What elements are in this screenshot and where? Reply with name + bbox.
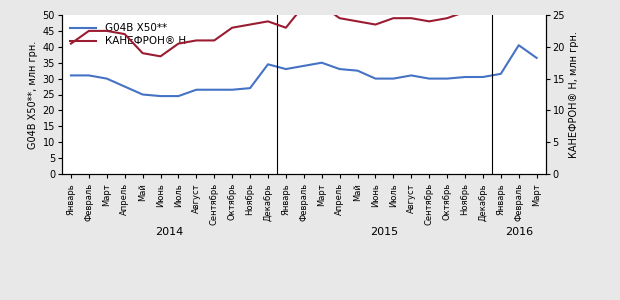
G04B X50** [264,62,272,66]
КАНЕФРОН® Н [461,10,469,14]
G04B X50** [407,74,415,77]
КАНЕФРОН® Н [121,32,128,36]
G04B X50** [246,86,254,90]
G04B X50** [139,93,146,96]
G04B X50** [515,44,523,47]
G04B X50** [372,77,379,80]
КАНЕФРОН® Н [354,20,361,23]
G04B X50** [425,77,433,80]
G04B X50** [443,77,451,80]
G04B X50** [389,77,397,80]
G04B X50** [103,77,110,80]
Y-axis label: КАНЕФРОН® Н, млн грн.: КАНЕФРОН® Н, млн грн. [569,31,579,158]
G04B X50** [85,74,92,77]
G04B X50** [336,67,343,71]
КАНЕФРОН® Н [67,42,74,45]
G04B X50** [318,61,326,64]
G04B X50** [157,94,164,98]
Text: 2014: 2014 [156,227,184,237]
Text: 2016: 2016 [505,227,533,237]
G04B X50** [211,88,218,92]
КАНЕФРОН® Н [497,1,505,4]
Y-axis label: G04B X50**, млн грн.: G04B X50**, млн грн. [29,40,38,148]
КАНЕФРОН® Н [389,16,397,20]
G04B X50** [479,75,487,79]
G04B X50** [497,72,505,76]
КАНЕФРОН® Н [157,55,164,58]
Line: G04B X50**: G04B X50** [71,45,537,96]
КАНЕФРОН® Н [246,23,254,26]
КАНЕФРОН® Н [407,16,415,20]
G04B X50** [175,94,182,98]
КАНЕФРОН® Н [300,4,308,7]
КАНЕФРОН® Н [282,26,290,29]
G04B X50** [67,74,74,77]
G04B X50** [193,88,200,92]
G04B X50** [282,67,290,71]
G04B X50** [354,69,361,72]
G04B X50** [533,56,541,60]
КАНЕФРОН® Н [228,26,236,29]
Line: КАНЕФРОН® Н: КАНЕФРОН® Н [71,0,537,56]
G04B X50** [461,75,469,79]
КАНЕФРОН® Н [443,16,451,20]
G04B X50** [121,85,128,88]
КАНЕФРОН® Н [372,23,379,26]
КАНЕФРОН® Н [425,20,433,23]
КАНЕФРОН® Н [193,39,200,42]
КАНЕФРОН® Н [336,16,343,20]
КАНЕФРОН® Н [318,4,326,7]
G04B X50** [228,88,236,92]
КАНЕФРОН® Н [175,42,182,45]
КАНЕФРОН® Н [103,29,110,33]
КАНЕФРОН® Н [85,29,92,33]
КАНЕФРОН® Н [264,20,272,23]
КАНЕФРОН® Н [211,39,218,42]
Legend: G04B X50**, КАНЕФРОН® Н: G04B X50**, КАНЕФРОН® Н [67,20,189,50]
КАНЕФРОН® Н [139,51,146,55]
G04B X50** [300,64,308,68]
Text: 2015: 2015 [370,227,399,237]
